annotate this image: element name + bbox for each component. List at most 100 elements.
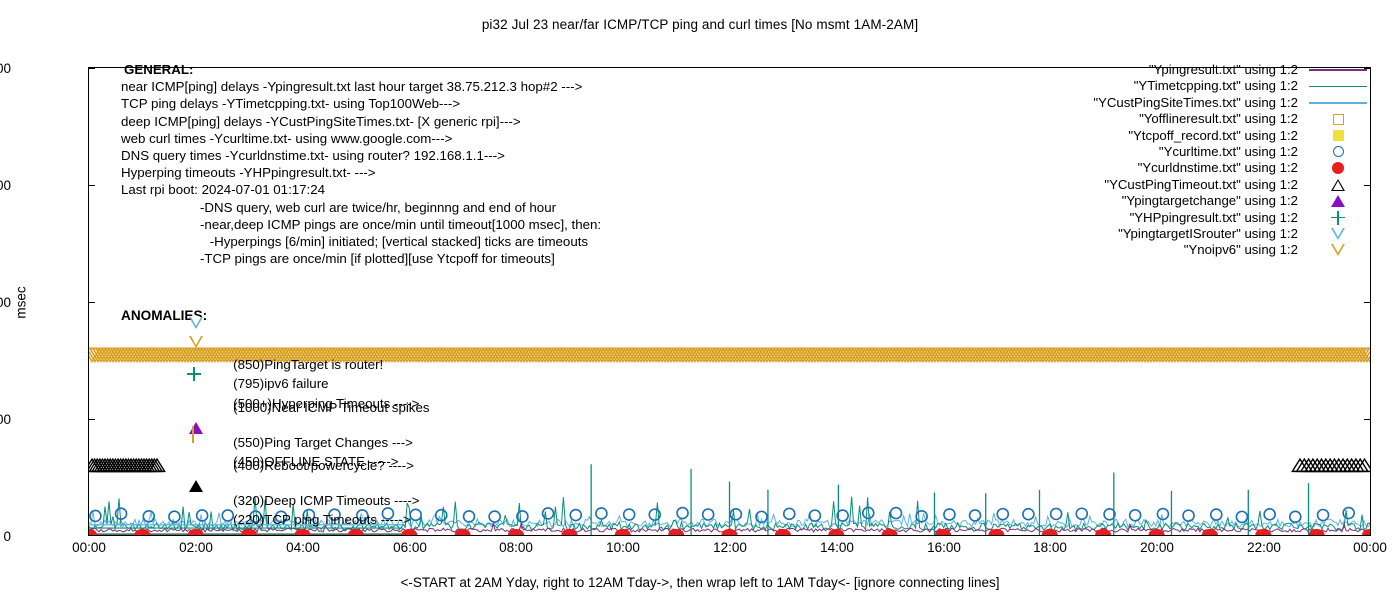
square-open-orange-icon	[192, 425, 212, 443]
legend-key-triangle-down-open-orange-icon	[1306, 242, 1370, 258]
anomaly-item: (450)OFFLINE STATE ----->	[192, 424, 430, 469]
y-tick-500: 500	[0, 412, 11, 427]
y-tickmark	[1364, 302, 1371, 303]
x-tick-2: 04:00	[286, 540, 320, 555]
y-tick-1500: 1500	[0, 178, 11, 193]
general-annotation-block: GENERAL: near ICMP[ping] delays -Ypingre…	[121, 62, 601, 268]
y-tickmark	[1364, 419, 1371, 420]
legend-label: "YpingtargetISrouter" using 1:2	[1118, 225, 1298, 241]
anomalies-list: (850)PingTarget is router! (795)ipv6 fai…	[189, 317, 430, 527]
x-tick-8: 16:00	[927, 540, 961, 555]
legend-label: "YHPpingresult.txt" using 1:2	[1129, 209, 1298, 225]
legend-label: "YCustPingSiteTimes.txt" using 1:2	[1093, 94, 1298, 110]
y-tickmark	[88, 419, 95, 420]
general-line-4: DNS query times -Ycurldnstime.txt- using…	[121, 147, 505, 163]
y-tick-0: 0	[3, 529, 11, 544]
anomaly-label: (220)TCP ping Timeouts ----->	[233, 512, 411, 528]
general-note-1: -near,deep ICMP pings are once/min until…	[200, 216, 602, 232]
anomaly-label: (500+)Hyperping Timeouts ---->	[233, 395, 420, 411]
anomaly-item: (850)PingTarget is router!	[189, 317, 430, 372]
general-line-6: Last rpi boot: 2024-07-01 01:17:24	[121, 182, 326, 198]
y-tickmark	[88, 302, 95, 303]
x-tick-10: 20:00	[1140, 540, 1174, 555]
legend-label: "Ypingresult.txt" using 1:2	[1148, 62, 1298, 77]
legend-key-triangle-up-open-icon	[1306, 177, 1370, 193]
legend-item[interactable]: "YCustPingSiteTimes.txt" using 1:2	[930, 95, 1370, 111]
anomaly-item: (500+)Hyperping Timeouts ---->	[193, 366, 430, 411]
legend-key-line-teal	[1306, 78, 1370, 94]
general-line-2: deep ICMP[ping] delays -YCustPingSiteTim…	[121, 113, 521, 129]
legend-item[interactable]: "Ytcpoff_record.txt" using 1:2	[930, 128, 1370, 144]
anomalies-heading: ANOMALIES:	[121, 308, 208, 323]
x-tick-9: 18:00	[1033, 540, 1067, 555]
general-note-2: -Hyperpings [6/min] initiated; [vertical…	[206, 233, 589, 249]
legend-item[interactable]: "YpingtargetISrouter" using 1:2	[930, 226, 1370, 242]
x-tick-4: 08:00	[499, 540, 533, 555]
y-axis-label: msec	[13, 286, 29, 319]
anomaly-label: (795)ipv6 failure	[233, 376, 329, 392]
legend-item[interactable]: "YHPpingresult.txt" using 1:2	[930, 210, 1370, 226]
x-tick-1: 02:00	[179, 540, 213, 555]
anomaly-item: (1000)Near ICMP Timeout spikes	[193, 385, 429, 415]
anomaly-item: (550)Ping Target Changes --->	[189, 405, 430, 450]
legend-key-triangle-down-open-blue-icon	[1306, 226, 1370, 242]
legend-label: "Ycurltime.txt" using 1:2	[1158, 143, 1298, 159]
legend-key-square-open-icon	[1306, 111, 1370, 127]
anomaly-label: (400)Reboot/powercycle? ---->	[233, 458, 414, 474]
x-tick-7: 14:00	[820, 540, 854, 555]
x-tick-0: 00:00	[72, 540, 106, 555]
anomaly-label: (1000)Near ICMP Timeout spikes	[233, 400, 430, 416]
legend-item[interactable]: "Ypingtargetchange" using 1:2	[930, 193, 1370, 209]
anomaly-item: (320)Deep ICMP Timeouts ---->	[189, 463, 430, 508]
legend-item[interactable]: "YCustPingTimeout.txt" using 1:2	[930, 177, 1370, 193]
anomaly-label: (550)Ping Target Changes --->	[233, 434, 413, 450]
legend-item[interactable]: "Ynoipv6" using 1:2	[930, 242, 1370, 258]
general-note-3: -TCP pings are once/min [if plotted][use…	[200, 251, 555, 267]
anomaly-item: (400)Reboot/powercycle? ---->	[193, 443, 430, 473]
general-line-1: TCP ping delays -YTimetcpping.txt- using…	[121, 96, 461, 112]
anomaly-item: (220)TCP ping Timeouts ----->	[192, 482, 430, 527]
legend-label: "Ycurldnstime.txt" using 1:2	[1137, 160, 1298, 176]
legend-label: "YCustPingTimeout.txt" using 1:2	[1104, 176, 1298, 192]
general-note-0: -DNS query, web curl are twice/hr, begin…	[200, 199, 557, 215]
legend: "Ypingresult.txt" using 1:2 "YTimetcppin…	[930, 62, 1370, 259]
legend-label: "Yofflineresult.txt" using 1:2	[1139, 111, 1298, 127]
general-line-0: near ICMP[ping] delays -Ypingresult.txt …	[121, 79, 583, 95]
x-tick-6: 12:00	[713, 540, 747, 555]
anomaly-label: (320)Deep ICMP Timeouts ---->	[233, 492, 420, 508]
x-tick-11: 22:00	[1247, 540, 1281, 555]
y-tickmark	[1364, 185, 1371, 186]
y-tickmark	[1364, 68, 1371, 69]
legend-item[interactable]: "Yofflineresult.txt" using 1:2	[930, 111, 1370, 127]
x-tick-3: 06:00	[393, 540, 427, 555]
legend-item[interactable]: "Ycurldnstime.txt" using 1:2	[930, 160, 1370, 176]
legend-item[interactable]: "YTimetcpping.txt" using 1:2	[930, 78, 1370, 94]
x-tick-5: 10:00	[606, 540, 640, 555]
legend-key-circle-filled-icon	[1306, 160, 1370, 176]
plot-area	[88, 67, 1371, 536]
x-axis-caption: <-START at 2AM Yday, right to 12AM Tday-…	[400, 575, 1000, 590]
square-filled-yellow-icon	[192, 485, 212, 500]
legend-key-triangle-up-filled-icon	[1306, 193, 1370, 209]
general-heading: GENERAL:	[124, 62, 194, 77]
y-tickmark	[88, 68, 95, 69]
legend-key-line-magenta	[1306, 62, 1370, 78]
legend-key-plus-icon	[1306, 210, 1370, 226]
anomaly-label: (850)PingTarget is router!	[233, 357, 384, 372]
general-line-5: Hyperping timeouts -YHPpingresult.txt- -…	[121, 165, 376, 181]
plus-teal-icon	[187, 367, 207, 382]
triangle-down-open-orange-icon	[189, 336, 209, 364]
legend-key-circle-open-icon	[1306, 144, 1370, 160]
y-tickmark	[88, 185, 95, 186]
legend-label: "YTimetcpping.txt" using 1:2	[1133, 78, 1298, 94]
legend-item[interactable]: "Ycurltime.txt" using 1:2	[930, 144, 1370, 160]
legend-label: "Ypingtargetchange" using 1:2	[1121, 193, 1298, 209]
legend-label: "Ytcpoff_record.txt" using 1:2	[1128, 127, 1298, 143]
anomaly-label: (450)OFFLINE STATE ----->	[233, 453, 399, 469]
x-tick-12: 00:00	[1353, 540, 1387, 555]
legend-key-line-lightblue	[1306, 95, 1370, 111]
legend-item[interactable]: "Ypingresult.txt" using 1:2	[930, 62, 1370, 78]
chart-title: pi32 Jul 23 near/far ICMP/TCP ping and c…	[481, 17, 919, 32]
legend-label: "Ynoipv6" using 1:2	[1183, 242, 1298, 258]
